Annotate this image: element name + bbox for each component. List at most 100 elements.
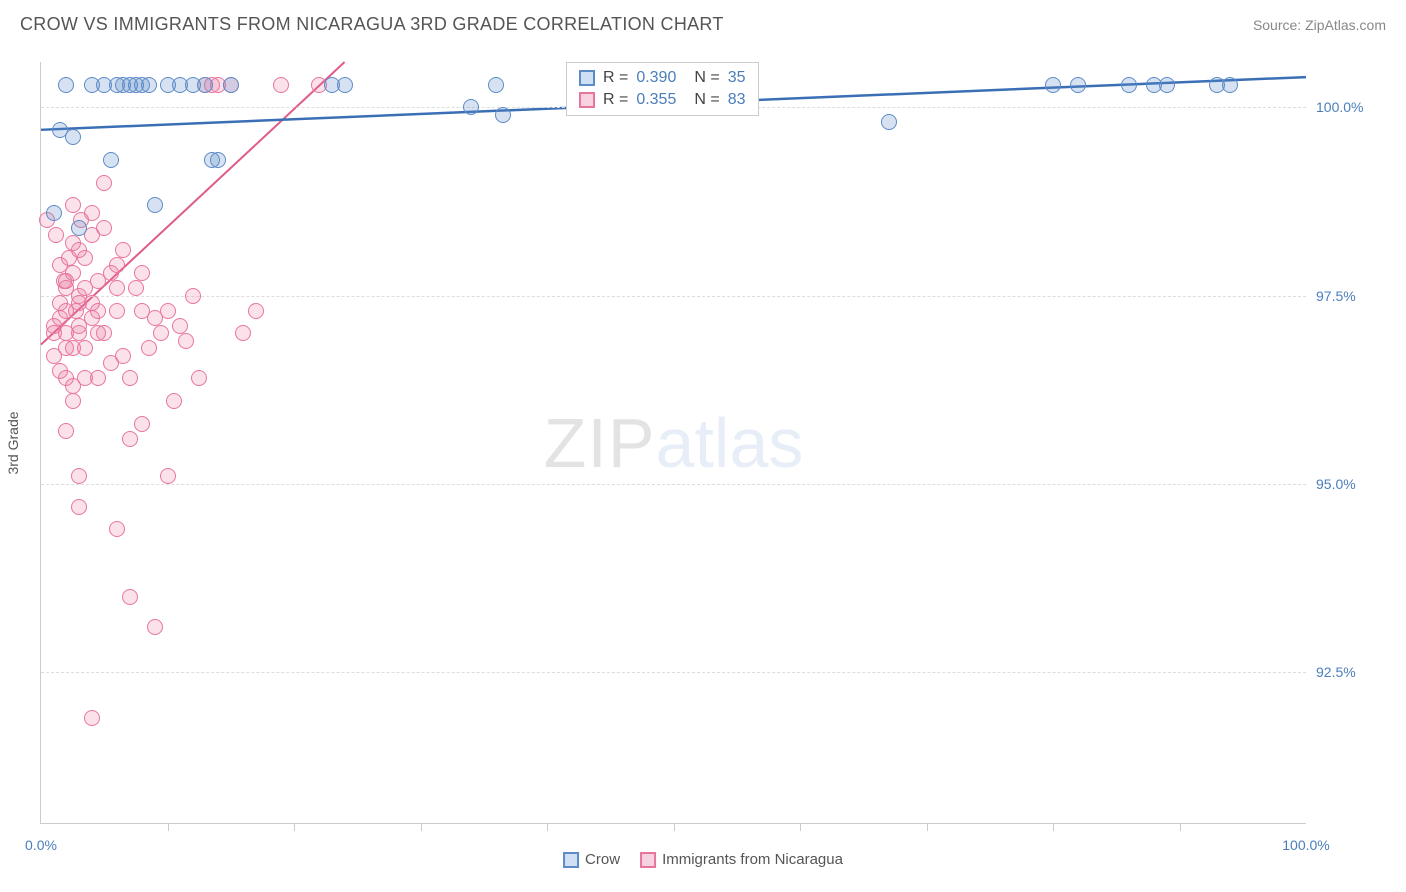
data-point-nicaragua (191, 370, 207, 386)
data-point-nicaragua (84, 710, 100, 726)
data-point-nicaragua (248, 303, 264, 319)
data-point-nicaragua (172, 318, 188, 334)
data-point-nicaragua (58, 423, 74, 439)
data-point-crow (1070, 77, 1086, 93)
data-point-crow (141, 77, 157, 93)
stats-n-label: N = (694, 91, 719, 109)
data-point-nicaragua (77, 250, 93, 266)
stats-r-label: R = (603, 91, 628, 109)
data-point-nicaragua (166, 393, 182, 409)
data-point-crow (210, 152, 226, 168)
data-point-nicaragua (122, 589, 138, 605)
data-point-nicaragua (90, 370, 106, 386)
data-point-crow (337, 77, 353, 93)
watermark-zip: ZIP (544, 404, 656, 482)
legend-label-crow: Crow (585, 851, 620, 868)
data-point-nicaragua (160, 468, 176, 484)
data-point-nicaragua (48, 227, 64, 243)
data-point-nicaragua (71, 499, 87, 515)
legend-swatch-crow (563, 852, 579, 868)
xtick (294, 823, 295, 831)
watermark: ZIPatlas (544, 403, 804, 483)
data-point-crow (58, 77, 74, 93)
data-point-nicaragua (65, 265, 81, 281)
data-point-crow (1045, 77, 1061, 93)
data-point-nicaragua (134, 416, 150, 432)
xtick (421, 823, 422, 831)
data-point-nicaragua (147, 619, 163, 635)
data-point-crow (223, 77, 239, 93)
data-point-crow (495, 107, 511, 123)
xtick (927, 823, 928, 831)
trend-lines-layer (41, 62, 1306, 823)
xtick (674, 823, 675, 831)
scatter-chart: 3rd Grade ZIPatlas 100.0%97.5%95.0%92.5%… (40, 62, 1306, 824)
data-point-nicaragua (153, 325, 169, 341)
stats-swatch-nicaragua (579, 92, 595, 108)
gridline (41, 484, 1306, 485)
data-point-nicaragua (160, 303, 176, 319)
data-point-crow (103, 152, 119, 168)
gridline (41, 296, 1306, 297)
xtick (547, 823, 548, 831)
stats-r-value-nicaragua: 0.355 (636, 91, 676, 109)
y-axis-label: 3rd Grade (5, 411, 21, 474)
gridline (41, 672, 1306, 673)
data-point-crow (488, 77, 504, 93)
xtick (1053, 823, 1054, 831)
stats-r-value-crow: 0.390 (636, 69, 676, 87)
data-point-nicaragua (185, 288, 201, 304)
stats-legend-row-nicaragua: R = 0.355 N = 83 (567, 89, 758, 111)
stats-n-value-nicaragua: 83 (728, 91, 746, 109)
data-point-nicaragua (115, 348, 131, 364)
data-point-nicaragua (90, 303, 106, 319)
chart-header: CROW VS IMMIGRANTS FROM NICARAGUA 3RD GR… (0, 0, 1406, 43)
data-point-nicaragua (115, 242, 131, 258)
watermark-atlas: atlas (656, 404, 804, 482)
data-point-crow (71, 220, 87, 236)
data-point-crow (1159, 77, 1175, 93)
legend-item-nicaragua: Immigrants from Nicaragua (640, 851, 843, 868)
data-point-nicaragua (178, 333, 194, 349)
data-point-crow (881, 114, 897, 130)
stats-legend-row-crow: R = 0.390N = 35 (567, 67, 758, 89)
data-point-nicaragua (84, 205, 100, 221)
data-point-nicaragua (134, 265, 150, 281)
stats-swatch-crow (579, 70, 595, 86)
data-point-nicaragua (96, 220, 112, 236)
xtick-label-right: 100.0% (1282, 837, 1329, 853)
xtick-label-left: 0.0% (25, 837, 57, 853)
data-point-crow (1222, 77, 1238, 93)
ytick-label: 92.5% (1316, 664, 1376, 680)
data-point-nicaragua (96, 175, 112, 191)
stats-r-label: R = (603, 69, 628, 87)
data-point-nicaragua (122, 431, 138, 447)
legend-label-nicaragua: Immigrants from Nicaragua (662, 851, 843, 868)
ytick-label: 95.0% (1316, 476, 1376, 492)
xtick (800, 823, 801, 831)
data-point-nicaragua (109, 257, 125, 273)
data-point-nicaragua (109, 280, 125, 296)
data-point-crow (46, 205, 62, 221)
legend-item-crow: Crow (563, 851, 620, 868)
data-point-nicaragua (109, 303, 125, 319)
source-label: Source: ZipAtlas.com (1253, 17, 1386, 33)
data-point-crow (1121, 77, 1137, 93)
ytick-label: 100.0% (1316, 99, 1376, 115)
data-point-nicaragua (65, 197, 81, 213)
data-point-crow (197, 77, 213, 93)
data-point-nicaragua (96, 325, 112, 341)
legend-swatch-nicaragua (640, 852, 656, 868)
stats-legend: R = 0.390N = 35R = 0.355N = 83 (566, 62, 759, 116)
chart-title: CROW VS IMMIGRANTS FROM NICARAGUA 3RD GR… (20, 14, 724, 35)
ytick-label: 97.5% (1316, 288, 1376, 304)
data-point-crow (463, 99, 479, 115)
data-point-nicaragua (235, 325, 251, 341)
data-point-nicaragua (77, 340, 93, 356)
data-point-nicaragua (65, 393, 81, 409)
data-point-nicaragua (71, 468, 87, 484)
data-point-crow (147, 197, 163, 213)
stats-n-label: N = (694, 69, 719, 87)
data-point-nicaragua (128, 280, 144, 296)
data-point-nicaragua (273, 77, 289, 93)
